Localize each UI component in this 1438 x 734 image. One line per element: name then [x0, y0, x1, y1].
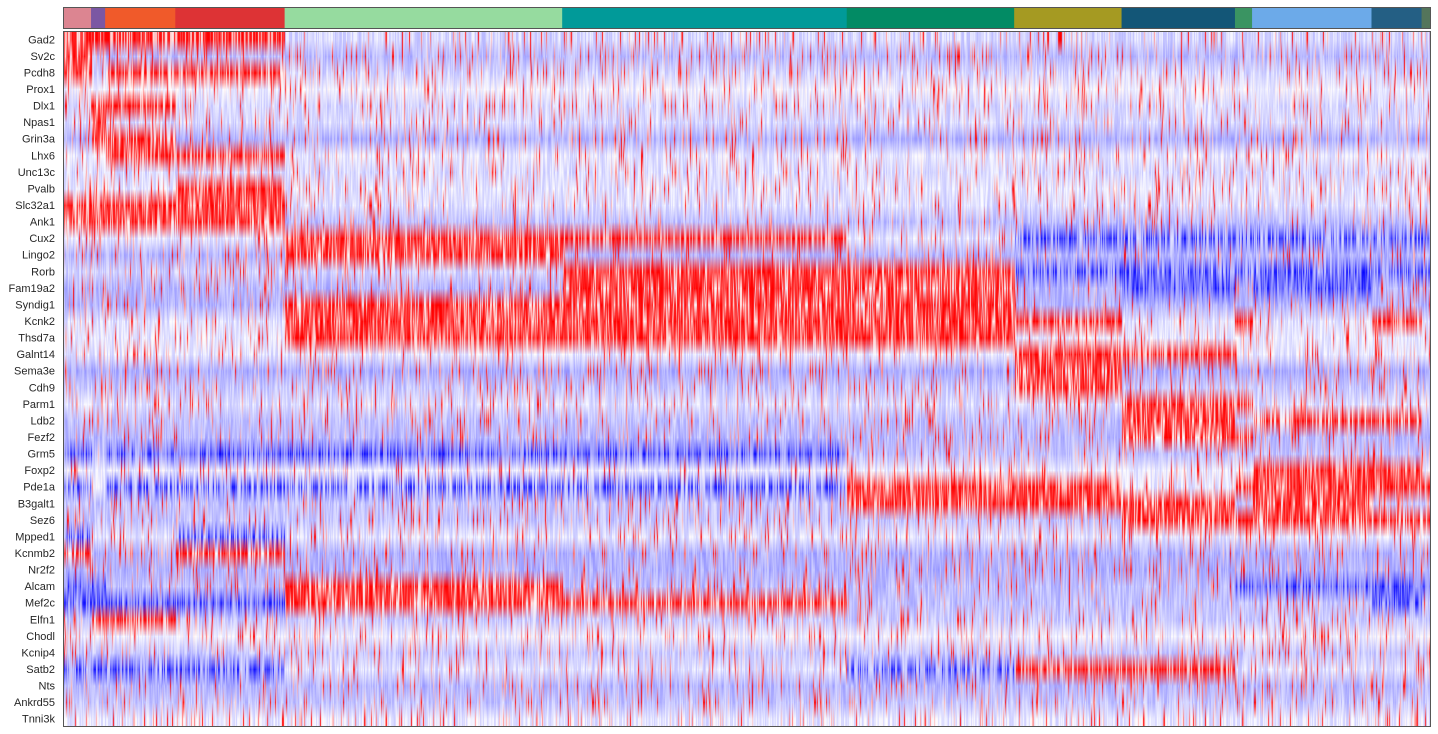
gene-label-grin3a: Grin3a	[22, 134, 56, 146]
gene-label-kcnmb2: Kcnmb2	[15, 548, 55, 560]
group-color-bar	[63, 7, 1431, 29]
gene-label-sez6: Sez6	[30, 515, 55, 527]
group-swatch-8	[1014, 7, 1123, 29]
gene-label-prox1: Prox1	[26, 84, 55, 96]
group-swatch-7	[846, 7, 1015, 29]
gene-label-lhx6: Lhx6	[31, 150, 55, 162]
heatmap-frame	[63, 31, 1431, 727]
gene-label-pvalb: Pvalb	[27, 183, 55, 195]
group-swatch-11	[1252, 7, 1372, 29]
group-swatch-4	[175, 7, 286, 29]
gene-label-chodl: Chodl	[26, 631, 55, 643]
group-color-bar-frame	[63, 7, 1431, 29]
gene-label-b3galt1: B3galt1	[18, 498, 55, 510]
gene-label-thsd7a: Thsd7a	[18, 333, 56, 345]
gene-label-cdh9: Cdh9	[29, 382, 55, 394]
gene-label-tnni3k: Tnni3k	[22, 714, 56, 726]
gene-label-mpped1: Mpped1	[15, 531, 55, 543]
group-swatch-10	[1234, 7, 1253, 29]
group-swatch-6	[562, 7, 848, 29]
gene-label-cux2: Cux2	[29, 233, 55, 245]
gene-label-kcnk2: Kcnk2	[24, 316, 55, 328]
gene-label-mef2c: Mef2c	[25, 598, 55, 610]
gene-label-sema3e: Sema3e	[14, 366, 55, 378]
gene-label-gad2: Gad2	[28, 34, 55, 46]
gene-label-nr2f2: Nr2f2	[28, 565, 55, 577]
group-swatch-5	[284, 7, 563, 29]
gene-label-lingo2: Lingo2	[22, 250, 55, 262]
gene-label-unc13c: Unc13c	[18, 167, 56, 179]
gene-label-ldb2: Ldb2	[31, 415, 55, 427]
gene-label-pcdh8: Pcdh8	[24, 67, 55, 79]
heatmap-cells	[63, 31, 1431, 727]
gene-label-nts: Nts	[39, 681, 56, 693]
heatmap-area	[63, 31, 1431, 727]
gene-label-fezf2: Fezf2	[27, 432, 55, 444]
gene-label-pde1a: Pde1a	[23, 482, 56, 494]
gene-label-npas1: Npas1	[23, 117, 55, 129]
group-swatch-12	[1371, 7, 1423, 29]
gene-label-kcnip4: Kcnip4	[21, 647, 55, 659]
group-swatch-3	[105, 7, 176, 29]
gene-label-galnt14: Galnt14	[16, 349, 55, 361]
group-swatch-9	[1121, 7, 1236, 29]
gene-label-syndig1: Syndig1	[15, 299, 55, 311]
group-swatch-13	[1421, 7, 1431, 29]
gene-label-parm1: Parm1	[23, 399, 55, 411]
gene-label-dlx1: Dlx1	[33, 101, 55, 113]
gene-label-alcam: Alcam	[24, 581, 55, 593]
gene-label-rorb: Rorb	[31, 266, 55, 278]
gene-label-fam19a2: Fam19a2	[9, 283, 55, 295]
gene-label-ank1: Ank1	[30, 217, 55, 229]
gene-labels: Gad2 Sv2c Pcdh8 Prox1 Dlx1 Npas1 Grin3a Lhx6 Unc…	[9, 34, 56, 725]
group-swatch-2	[91, 7, 106, 29]
gene-label-foxp2: Foxp2	[24, 465, 55, 477]
gene-label-satb2: Satb2	[26, 664, 55, 676]
group-swatch-1	[63, 7, 92, 29]
gene-label-sv2c: Sv2c	[31, 51, 56, 63]
gene-label-slc32a1: Slc32a1	[15, 200, 55, 212]
gene-label-grm5: Grm5	[28, 449, 56, 461]
gene-label-ankrd55: Ankrd55	[14, 697, 55, 709]
gene-label-elfn1: Elfn1	[30, 614, 55, 626]
